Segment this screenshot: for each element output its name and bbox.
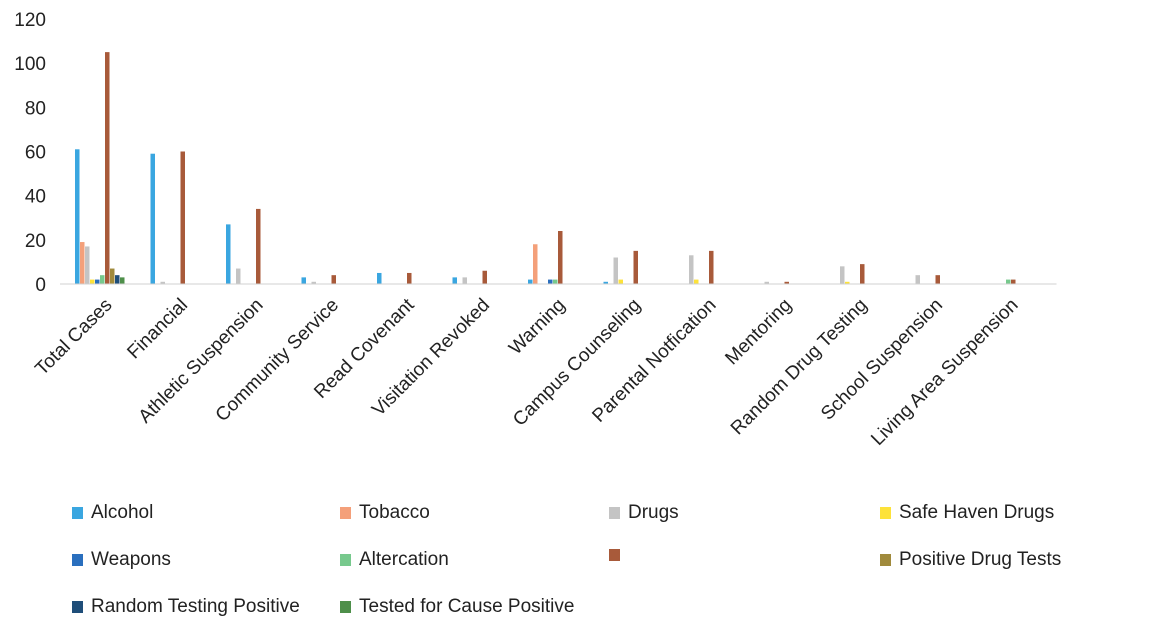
bar	[311, 281, 316, 284]
bar	[256, 208, 261, 284]
bar	[553, 279, 558, 284]
category-label: Parental Notfication	[588, 295, 720, 427]
bar	[90, 279, 95, 284]
category-label: Random Drug Testing	[727, 295, 872, 440]
legend-item: Drugs	[609, 502, 679, 524]
legend-item	[609, 549, 628, 561]
legend-label: Tobacco	[359, 502, 430, 523]
bar	[860, 264, 865, 284]
bar	[915, 275, 920, 284]
bar	[377, 272, 382, 284]
category-label: Warning	[505, 295, 569, 359]
bar	[528, 279, 533, 284]
bar	[150, 153, 155, 284]
category-label: Living Area Suspension	[867, 295, 1022, 450]
bar	[236, 268, 241, 284]
legend-item: Safe Haven Drugs	[880, 502, 1054, 524]
legend-label: Positive Drug Tests	[899, 549, 1062, 570]
bar	[407, 272, 412, 284]
bar	[845, 281, 850, 284]
bar	[709, 250, 714, 284]
bar	[603, 281, 608, 284]
bar	[160, 281, 165, 284]
bar	[935, 275, 940, 284]
legend-swatch	[72, 601, 83, 613]
y-tick-label: 60	[25, 143, 46, 164]
bar	[100, 275, 105, 284]
y-tick-label: 80	[25, 98, 46, 119]
bar	[694, 279, 699, 284]
bar	[226, 224, 231, 284]
legend-item: Positive Drug Tests	[880, 549, 1061, 571]
bar	[533, 244, 538, 284]
category-label: Community Service	[212, 295, 343, 426]
bar	[452, 277, 457, 284]
bar	[95, 279, 100, 284]
bar	[633, 250, 638, 284]
bar	[558, 231, 563, 284]
y-tick-label: 120	[14, 10, 46, 31]
legend-label: Weapons	[91, 549, 171, 570]
bar	[548, 279, 553, 284]
category-label: Total Cases	[31, 295, 116, 380]
legend-item: Tested for Cause Positive	[340, 596, 574, 618]
legend-swatch	[72, 554, 83, 566]
legend-swatch	[609, 507, 620, 519]
legend-swatch	[340, 601, 351, 613]
legend-swatch	[72, 507, 83, 519]
bar	[75, 149, 80, 284]
bar-chart: 0 20 40 60 80 100 120 Total Cases FinancialAthl…	[14, 10, 1057, 450]
bar	[462, 277, 467, 284]
y-tick-label: 100	[14, 54, 46, 75]
bar	[840, 266, 845, 284]
legend-label: Random Testing Positive	[91, 596, 300, 617]
bar	[784, 281, 789, 284]
legend-item: Tobacco	[340, 502, 430, 524]
legend-swatch	[609, 549, 620, 561]
legend-item: Altercation	[340, 549, 449, 571]
legend-swatch	[340, 507, 351, 519]
bar	[115, 275, 120, 284]
y-axis-ticks: 0 20 40 60 80 100 120	[14, 10, 46, 296]
legend-label: Altercation	[359, 549, 449, 570]
y-tick-label: 0	[35, 275, 46, 296]
bar	[331, 275, 336, 284]
bars	[75, 52, 1016, 284]
bar	[482, 270, 487, 284]
legend-label: Tested for Cause Positive	[359, 596, 575, 617]
bar	[110, 268, 115, 284]
bar	[80, 242, 85, 284]
category-label: Mentoring	[721, 295, 796, 370]
bar	[1006, 279, 1011, 284]
bar	[85, 246, 90, 284]
legend-swatch	[880, 507, 891, 519]
legend-swatch	[880, 554, 891, 566]
y-tick-label: 20	[25, 231, 46, 252]
legend-item: Weapons	[72, 549, 171, 571]
legend-label: Safe Haven Drugs	[899, 502, 1055, 523]
legend-label: Alcohol	[91, 502, 154, 523]
bar	[1011, 279, 1016, 284]
category-label: Financial	[123, 295, 192, 364]
bar	[105, 52, 110, 284]
bar	[301, 277, 306, 284]
category-label: Athletic Suspension	[135, 295, 268, 428]
bar	[689, 255, 694, 284]
legend-label: Drugs	[628, 502, 679, 523]
category-label: Campus Counseling	[509, 295, 645, 431]
legend-item: Alcohol	[72, 502, 153, 524]
y-tick-label: 40	[25, 187, 46, 208]
bar	[764, 281, 769, 284]
legend-item: Random Testing Positive	[72, 596, 300, 618]
bar	[120, 277, 125, 284]
bar	[613, 257, 618, 284]
bar	[618, 279, 623, 284]
legend-swatch	[340, 554, 351, 566]
bar	[180, 151, 185, 284]
